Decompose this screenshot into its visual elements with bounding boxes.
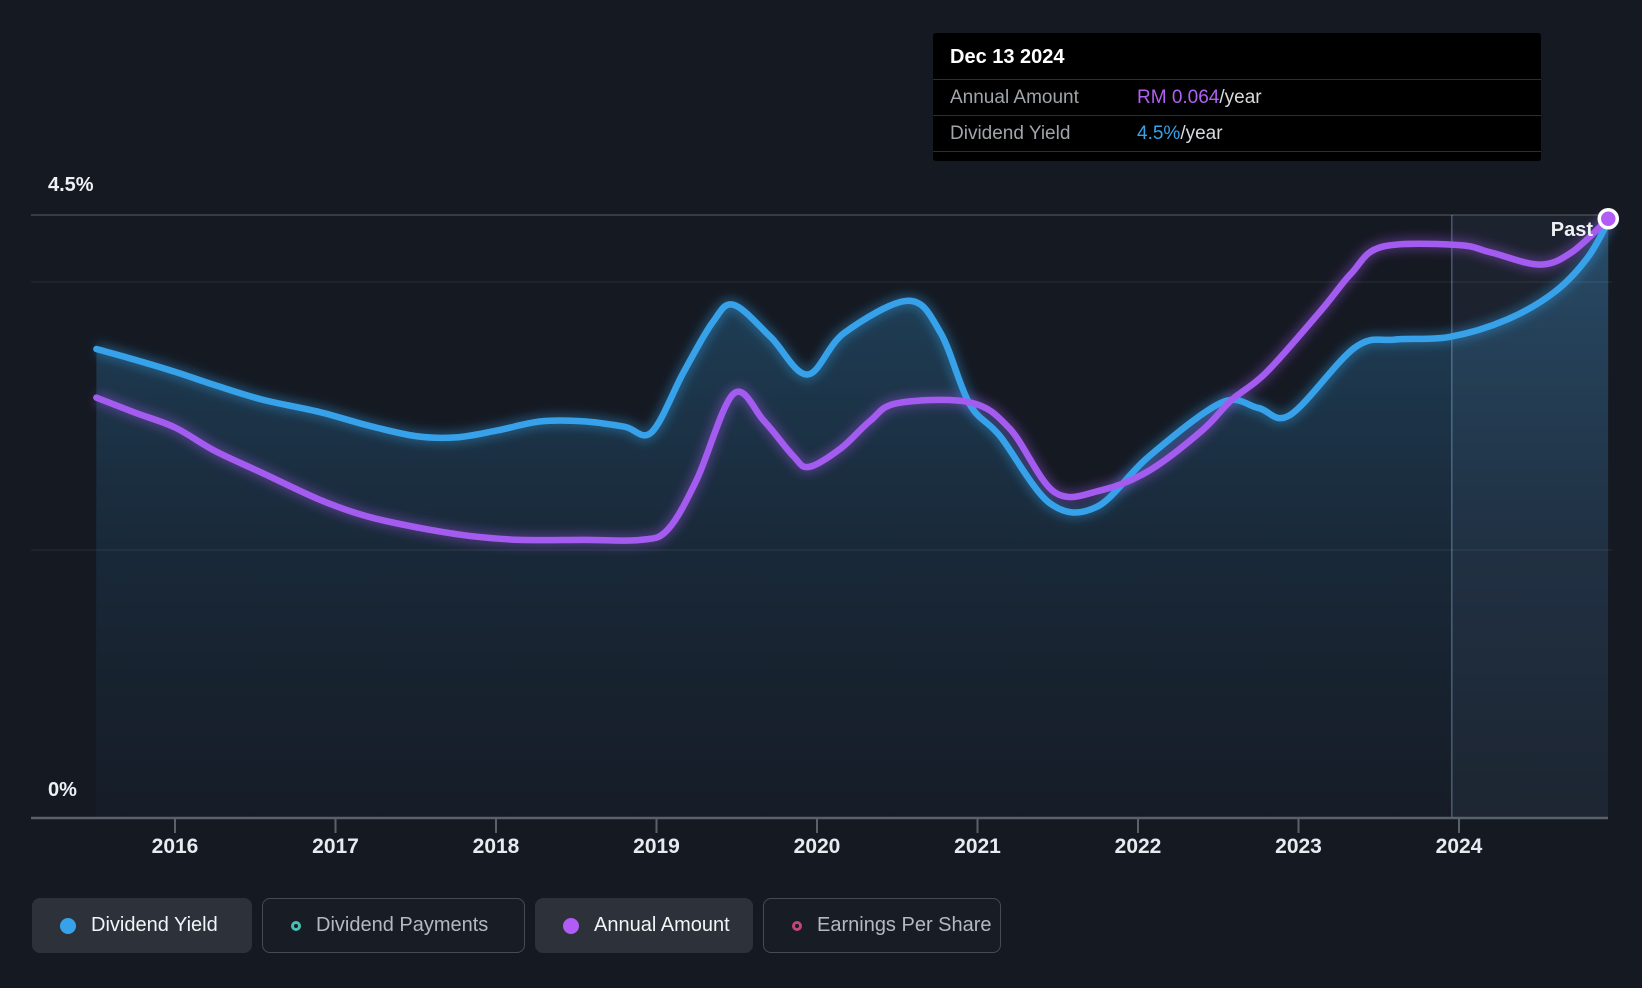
past-region-label: Past (1550, 219, 1593, 241)
dividend-payments-circle-icon (291, 920, 301, 931)
legend-label: Dividend Payments (316, 914, 489, 936)
latest-value-marker[interactable] (1597, 207, 1620, 230)
earnings-per-share-circle-icon (792, 920, 802, 931)
legend-toggle-annual-amount[interactable]: Annual Amount (535, 898, 753, 953)
legend-label: Earnings Per Share (817, 914, 992, 936)
y-axis-max-label: 4.5% (48, 174, 94, 196)
tooltip-label: Dividend Yield (950, 123, 1071, 144)
tooltip-row-dividend-yield: Dividend Yield 4.5%/year (933, 116, 1541, 152)
chart-tooltip: Dec 13 2024 Annual Amount RM 0.064/year … (933, 33, 1541, 161)
legend-toggle-earnings-per-share[interactable]: Earnings Per Share (763, 898, 1001, 953)
legend-toggle-dividend-yield[interactable]: Dividend Yield (32, 898, 252, 953)
tooltip-suffix: /year (1180, 123, 1223, 144)
dividend-yield-area-fill (96, 221, 1609, 818)
tooltip-label: Annual Amount (950, 87, 1079, 108)
y-axis-zero-label: 0% (48, 779, 77, 801)
tooltip-date: Dec 13 2024 (933, 33, 1541, 80)
chart-legend: Dividend Yield Dividend Payments Annual … (32, 898, 1001, 953)
tooltip-row-annual-amount: Annual Amount RM 0.064/year (933, 80, 1541, 116)
dividend-yield-line (93, 218, 1612, 516)
tooltip-padding (933, 152, 1541, 161)
annual-amount-line (93, 215, 1612, 544)
legend-label: Dividend Yield (91, 914, 218, 936)
annual-amount-dot-icon (563, 917, 579, 934)
dividend-yield-dot-icon (60, 917, 76, 934)
tooltip-value: 4.5% (1137, 123, 1181, 144)
tooltip-value: RM 0.064 (1137, 87, 1220, 108)
legend-toggle-dividend-payments[interactable]: Dividend Payments (262, 898, 525, 953)
tooltip-suffix: /year (1219, 87, 1262, 108)
legend-label: Annual Amount (594, 914, 730, 936)
